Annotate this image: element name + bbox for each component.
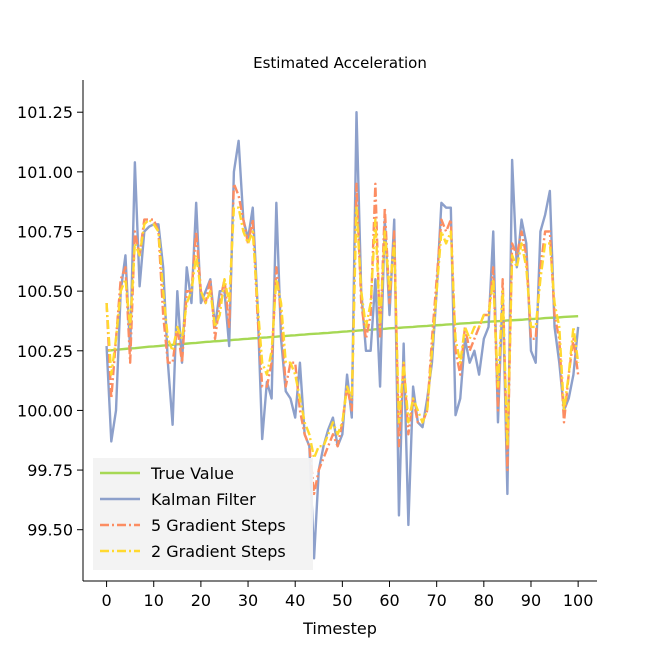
x-ticks: 0 10 20 30 40 50 60 70 80 90 100 [101,581,593,610]
y-tick-label: 99.50 [27,521,73,540]
x-tick-label: 100 [563,591,594,610]
x-tick-label: 70 [426,591,446,610]
x-tick-label: 50 [332,591,352,610]
series-line-kalman-filter [105,111,580,560]
x-tick-label: 30 [238,591,258,610]
legend-label: Kalman Filter [151,490,256,509]
chart-title: Estimated Acceleration [253,54,427,72]
x-tick-label: 10 [144,591,164,610]
series-line-2-gradient-steps [105,206,580,460]
legend-label: 2 Gradient Steps [151,542,286,561]
x-tick-label: 80 [474,591,494,610]
y-tick-label: 100.50 [17,282,73,301]
x-tick-label: 60 [379,591,399,610]
series-layer [105,111,580,560]
y-tick-label: 100.00 [17,401,73,420]
y-tick-label: 100.75 [17,222,73,241]
x-tick-label: 20 [191,591,211,610]
y-ticks: 99.50 99.75 100.00 100.25 100.50 100.75 101.00… [17,103,83,540]
x-axis-label: Timestep [302,619,377,638]
y-tick-label: 100.25 [17,342,73,361]
legend-label: True Value [150,464,234,483]
x-tick-label: 90 [521,591,541,610]
series-line-true-value [106,314,579,352]
y-tick-label: 99.75 [27,461,73,480]
legend-label: 5 Gradient Steps [151,516,286,535]
x-tick-label: 0 [101,591,111,610]
y-tick-label: 101.25 [17,103,73,122]
y-tick-label: 101.00 [17,163,73,182]
legend: True Value Kalman Filter 5 Gradient Steps 2… [93,458,313,570]
x-tick-label: 40 [285,591,305,610]
